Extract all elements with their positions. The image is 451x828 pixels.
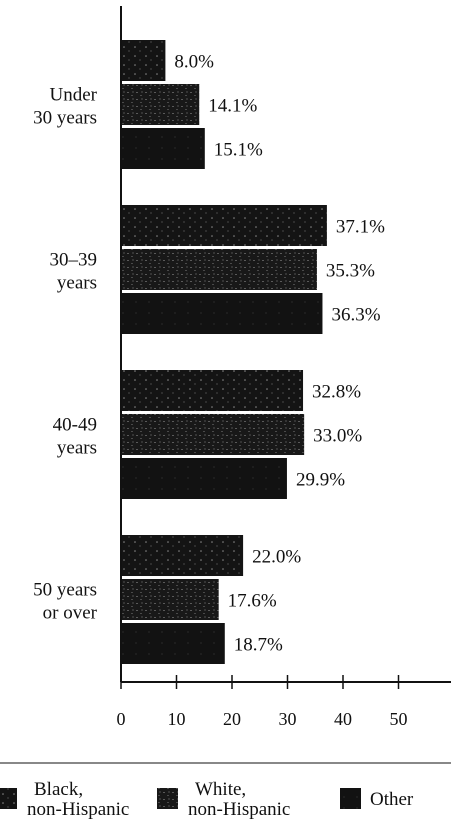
legend-swatch-3: [340, 788, 361, 809]
bar-3-4: [121, 623, 225, 664]
category-label-line: or over: [43, 603, 98, 624]
bar-value-label: 33.0%: [313, 426, 362, 447]
bar-2-4: [121, 579, 219, 620]
category-label-line: 40-49: [53, 415, 97, 436]
bar-value-label: 36.3%: [331, 305, 380, 326]
bar-value-label: 35.3%: [326, 261, 375, 282]
x-tick-label: 0: [117, 709, 126, 729]
category-label: 40-49 years: [53, 415, 97, 459]
bar-value-label: 8.0%: [174, 52, 214, 73]
bar-2-2: [121, 249, 317, 290]
category-label-line: 30 years: [33, 108, 97, 129]
bar-value-label: 15.1%: [214, 140, 263, 161]
category-label: Under 30 years: [33, 85, 98, 129]
plot-area: 8.0%14.1%15.1%Under 30 years37.1%35.3%36.…: [33, 6, 451, 729]
bar-value-label: 17.6%: [228, 591, 277, 612]
legend-swatch-2: [157, 788, 178, 809]
bar-1-3: [121, 370, 304, 411]
x-tick-label: 50: [390, 709, 408, 729]
legend-label-line: non-Hispanic: [188, 799, 290, 820]
category-label-line: 30–39: [50, 250, 98, 271]
bar-value-label: 22.0%: [252, 547, 301, 568]
bar-value-label: 29.9%: [296, 470, 345, 491]
x-tick-label: 10: [168, 709, 186, 729]
legend-label-line: Black,: [34, 779, 83, 800]
category-label: 30–39 years: [50, 250, 98, 294]
legend-swatch-1: [0, 788, 17, 809]
x-tick-label: 20: [223, 709, 241, 729]
bar-2-1: [121, 84, 200, 125]
bar-1-1: [121, 40, 166, 81]
bar-value-label: 18.7%: [234, 635, 283, 656]
category-label-line: years: [57, 438, 97, 459]
category-label-line: Under: [50, 85, 98, 106]
x-tick-label: 30: [279, 709, 297, 729]
bar-value-label: 32.8%: [312, 382, 361, 403]
bar-3-1: [121, 128, 205, 169]
legend-label: Black, non-Hispanic: [27, 779, 129, 820]
bar-3-3: [121, 458, 287, 499]
category-label-line: 50 years: [33, 580, 97, 601]
bar-1-4: [121, 535, 244, 576]
category-label: 50 years or over: [33, 580, 98, 624]
bar-3-2: [121, 293, 323, 334]
legend-label: White, non-Hispanic: [188, 779, 290, 820]
legend-label-line: non-Hispanic: [27, 799, 129, 820]
legend-label: Other: [370, 789, 414, 810]
legend-label-line: White,: [195, 779, 246, 800]
bar-2-3: [121, 414, 305, 455]
bar-value-label: 14.1%: [208, 96, 257, 117]
bar-value-label: 37.1%: [336, 217, 385, 238]
bar-1-2: [121, 205, 327, 246]
x-tick-label: 40: [334, 709, 352, 729]
category-label-line: years: [57, 273, 97, 294]
